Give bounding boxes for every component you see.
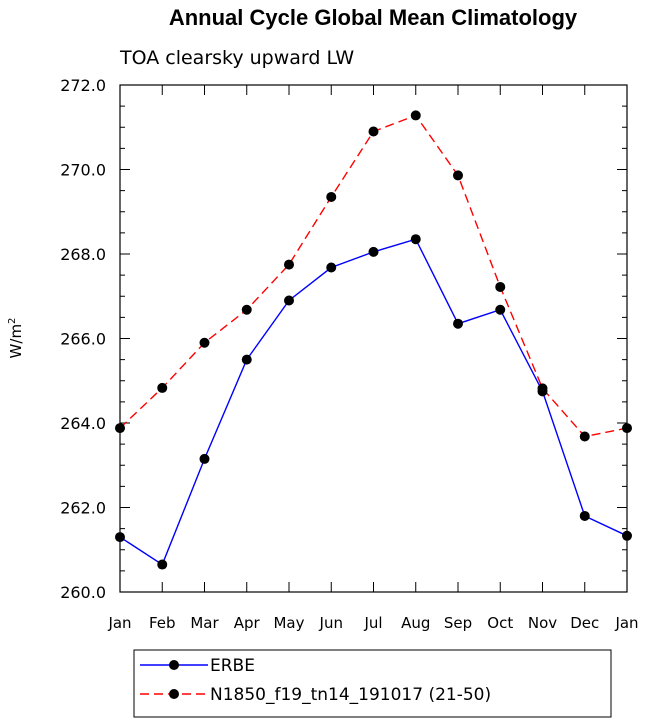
plot-frame [119,84,628,593]
x-tick-label: Jan [614,614,638,632]
x-tick-label: Jul [363,614,382,632]
series-point [199,453,210,464]
series-point [115,532,125,543]
y-tick-label: 260.0 [60,583,106,602]
series-point [410,110,421,121]
x-tick-label: Dec [570,614,599,632]
x-tick-label: Jun [319,614,343,632]
series-point [157,382,168,393]
x-tick-label: Aug [401,614,430,632]
series-point [368,246,379,257]
y-tick-label: 262.0 [60,499,106,518]
series-point [115,423,125,434]
x-tick-label: Apr [234,614,261,632]
x-tick-label: Oct [487,614,513,632]
series-point [579,510,590,521]
series-point [157,559,168,570]
series-point [495,304,506,315]
legend-label: N1850_f19_tn14_191017 (21-50) [210,685,491,705]
y-tick-label: 270.0 [60,161,106,180]
series-point [199,337,210,348]
x-tick-label: Sep [444,614,472,632]
series-line [119,114,628,438]
legend-marker [169,689,179,699]
legend-label: ERBE [210,656,255,676]
plot-area: 260.0 262.0 264.0 266.0 268.0 270.0 272.0 Jan Fe… [60,76,638,632]
x-tick-label: Jan [107,614,131,632]
chart-subtitle: TOA clearsky upward LW [119,47,354,69]
series-point [579,431,590,442]
series-point [368,126,379,137]
series-layer [115,110,632,570]
x-tick-label: Feb [149,614,176,632]
y-axis-label: W/m2 [7,318,25,359]
series-point [284,295,294,306]
x-tick-label: Mar [190,614,219,632]
y-axis-label-superscript: 2 [7,318,18,324]
legend: ERBE N1850_f19_tn14_191017 (21-50) [133,649,612,718]
series-point [622,423,632,434]
y-tick-label: 264.0 [60,414,106,433]
series-point [241,354,252,365]
series-point [537,386,548,397]
series-point [410,234,421,245]
legend-marker [169,660,179,670]
series-point [453,318,463,329]
series-point [622,530,632,541]
x-tick-label: Nov [528,614,557,632]
series-point [495,281,506,292]
series-line [119,238,628,566]
chart-title: Annual Cycle Global Mean Climatology [169,5,578,30]
x-tick-label: May [273,614,304,632]
series-point [326,262,337,273]
series-point [326,191,337,202]
y-tick-label: 266.0 [60,330,106,349]
series-point [284,259,294,270]
y-tick-label: 272.0 [60,76,106,95]
y-tick-label: 268.0 [60,245,106,264]
y-axis-label-text: W/m [7,324,25,359]
legend-box [133,649,612,718]
series-point [241,304,252,315]
series-point [453,170,463,181]
